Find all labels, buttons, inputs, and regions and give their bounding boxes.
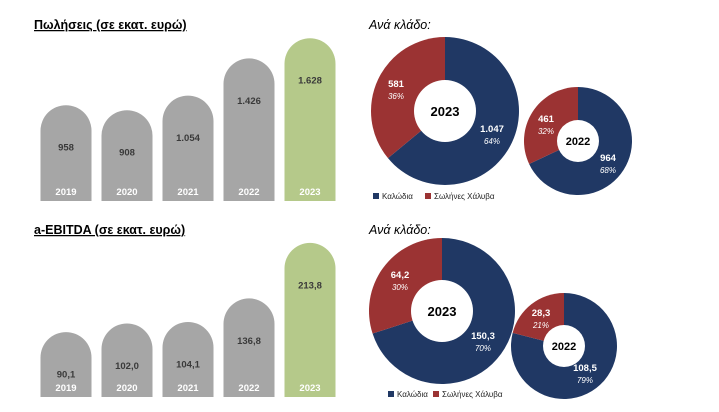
- bar-2020: [101, 110, 153, 201]
- donut-percent-label: 70%: [475, 344, 491, 353]
- donut-percent-label: 68%: [600, 166, 616, 175]
- bar-year-label: 2023: [299, 383, 320, 394]
- donut-value-label: 150,3: [471, 331, 495, 342]
- legend-swatch-steel-pipes: [433, 391, 439, 397]
- donut-value-label: 581: [388, 79, 405, 90]
- legend-swatch-boilers: [373, 193, 379, 199]
- ebitda-chart-title: a-EBITDA (σε εκατ. ευρώ): [34, 223, 185, 237]
- donut-slice: [371, 37, 445, 159]
- bar-value-label: 1.054: [176, 133, 200, 144]
- donut-hole: [414, 80, 476, 142]
- sales-legend: Καλώδια Σωλήνες Χάλυβα: [373, 192, 495, 201]
- legend-label-boilers: Καλώδια: [397, 390, 428, 399]
- bar-year-label: 2021: [177, 383, 199, 394]
- bar-year-label: 2021: [177, 187, 199, 198]
- bar-year-label: 2023: [299, 187, 320, 198]
- legend-label-boilers: Καλώδια: [382, 192, 413, 201]
- bar-2021: [162, 321, 214, 397]
- donut-value-label: 28,3: [532, 308, 551, 319]
- bar-year-label: 2022: [238, 187, 259, 198]
- ebitda-donut-2023: 2023 150,3 70% 64,2 30%: [369, 238, 515, 384]
- bar-2019: [40, 105, 92, 201]
- donut-center-year: 2022: [552, 341, 576, 353]
- bar-year-label: 2019: [55, 383, 76, 394]
- legend-label-steel-pipes: Σωλήνες Χάλυβα: [434, 192, 495, 201]
- bar-value-label: 958: [58, 143, 74, 154]
- donut-center-year: 2023: [428, 304, 457, 319]
- bar-year-label: 2022: [238, 383, 259, 394]
- bar-2021: [162, 95, 214, 201]
- bar-value-label: 908: [119, 148, 135, 159]
- ebitda-bar-chart: 90,1 2019 102,0 2020 104,1 2021 136,8 2022 213,8…: [40, 242, 336, 397]
- donut-value-label: 964: [600, 153, 617, 164]
- donut-percent-label: 79%: [577, 376, 593, 385]
- bar-2019: [40, 332, 92, 397]
- bar-value-label: 90,1: [57, 370, 76, 381]
- legend-swatch-steel-pipes: [425, 193, 431, 199]
- donut-percent-label: 36%: [388, 92, 404, 101]
- donut-value-label: 108,5: [573, 363, 597, 374]
- donut-center-year: 2023: [431, 104, 460, 119]
- bar-value-label: 102,0: [115, 361, 139, 372]
- sales-chart-title: Πωλήσεις (σε εκατ. ευρώ): [34, 18, 187, 32]
- donut-hole: [543, 325, 585, 367]
- donut-percent-label: 30%: [392, 283, 408, 292]
- donut-percent-label: 21%: [532, 321, 549, 330]
- sales-by-sector-title: Ανά κλάδο:: [368, 18, 431, 32]
- bar-2022: [223, 298, 275, 397]
- bar-year-label: 2020: [116, 383, 137, 394]
- bar-value-label: 1.628: [298, 76, 322, 87]
- bar-2023: [284, 38, 336, 202]
- donut-percent-label: 32%: [538, 127, 554, 136]
- donut-center-year: 2022: [566, 136, 590, 148]
- ebitda-legend: Καλώδια Σωλήνες Χάλυβα: [388, 390, 503, 399]
- bar-2022: [223, 58, 275, 202]
- sales-donut-2022: 2022 964 68% 461 32%: [524, 87, 632, 196]
- legend-swatch-boilers: [388, 391, 394, 397]
- ebitda-donut-2022: 2022 108,5 79% 28,3 21%: [511, 293, 617, 399]
- bar-value-label: 1.426: [237, 96, 261, 107]
- sales-donut-2023: 2023 1.047 64% 581 36%: [371, 37, 519, 185]
- donut-value-label: 64,2: [391, 270, 410, 281]
- legend-label-steel-pipes: Σωλήνες Χάλυβα: [442, 390, 503, 399]
- donut-percent-label: 64%: [484, 137, 500, 146]
- bar-year-label: 2019: [55, 187, 76, 198]
- donut-hole: [411, 280, 473, 342]
- ebitda-by-sector-title: Ανά κλάδο:: [368, 223, 431, 237]
- bar-2020: [101, 323, 153, 397]
- donut-value-label: 461: [538, 114, 555, 125]
- bar-value-label: 104,1: [176, 359, 200, 370]
- sales-bar-chart: 958 2019 908 2020 1.054 2021 1.426 2022 1.628 202…: [40, 38, 336, 202]
- donut-hole: [557, 120, 599, 162]
- bar-year-label: 2020: [116, 187, 137, 198]
- bar-2023: [284, 242, 336, 397]
- donut-value-label: 1.047: [480, 124, 504, 135]
- bar-value-label: 213,8: [298, 280, 322, 291]
- bar-value-label: 136,8: [237, 336, 261, 347]
